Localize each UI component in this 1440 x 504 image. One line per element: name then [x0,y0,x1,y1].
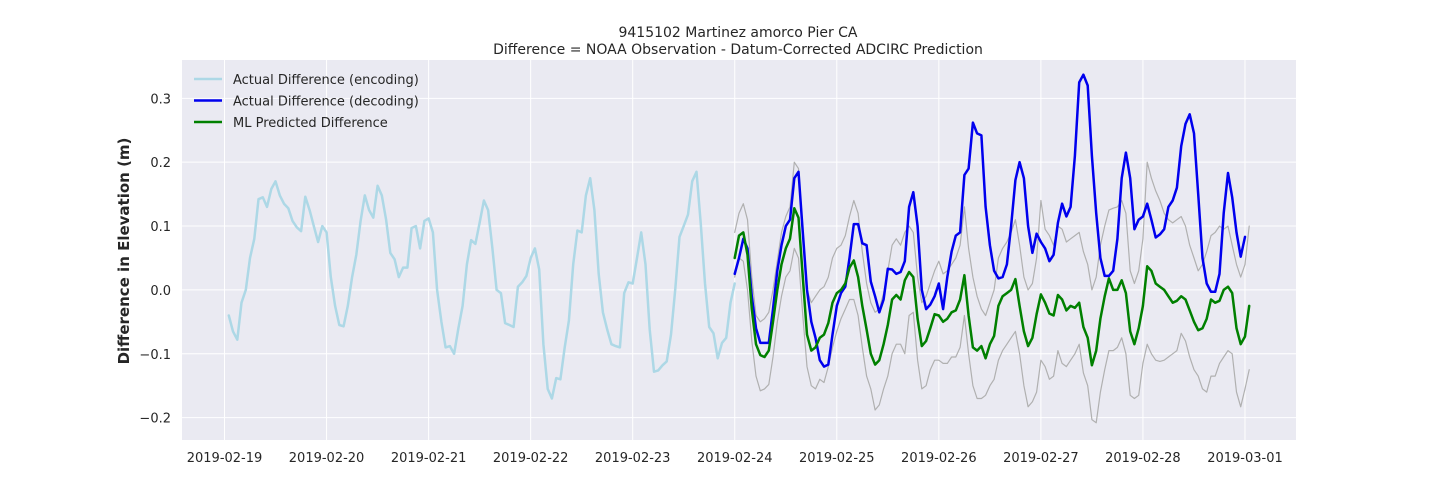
y-gridlines [182,97,1296,419]
x-gridlines [224,60,1246,440]
plot-area [182,60,1296,440]
series-decoding-line [733,73,1247,368]
y-tick-label: −0.2 [139,412,171,427]
x-tick-label: 2019-02-21 [391,451,467,466]
legend-label: ML Predicted Difference [233,116,388,131]
series-lower-bound-line [734,247,1250,424]
y-tick-label: 0.2 [150,156,171,171]
legend-label: Actual Difference (decoding) [233,95,419,110]
chart-title: 9415102 Martinez amorco Pier CA [618,25,857,41]
x-tick-label: 2019-02-27 [1003,451,1079,466]
series-layer [227,73,1251,424]
y-tick-label: 0.0 [150,284,171,299]
x-tick-label: 2019-02-20 [289,451,365,466]
x-tick-label: 2019-02-23 [595,451,671,466]
x-tick-label: 2019-02-22 [493,451,569,466]
x-tick-label: 2019-02-26 [901,451,977,466]
chart-subtitle: Difference = NOAA Observation - Datum-Co… [493,42,983,58]
x-tick-label: 2019-02-19 [187,451,263,466]
series-ml-predicted-line [733,206,1251,367]
x-tick-label: 2019-02-25 [799,451,875,466]
x-tick-label: 2019-02-24 [697,451,773,466]
y-tick-label: −0.1 [139,348,171,363]
x-axis: 2019-02-19 2019-02-20 2019-02-21 2019-02-22… [187,451,1283,466]
legend-label: Actual Difference (encoding) [233,73,419,88]
x-tick-label: 2019-03-01 [1207,451,1283,466]
y-axis: −0.2 −0.1 0.0 0.1 0.2 0.3 [139,92,171,426]
x-tick-label: 2019-02-28 [1105,451,1181,466]
y-axis-label: Difference in Elevation (m) [115,138,133,365]
legend: Actual Difference (encoding) Actual Diffe… [194,73,419,131]
series-encoding-line [227,170,736,400]
series-upper-bound-line [734,161,1250,323]
y-tick-label: 0.3 [150,92,171,107]
y-tick-label: 0.1 [150,220,171,235]
